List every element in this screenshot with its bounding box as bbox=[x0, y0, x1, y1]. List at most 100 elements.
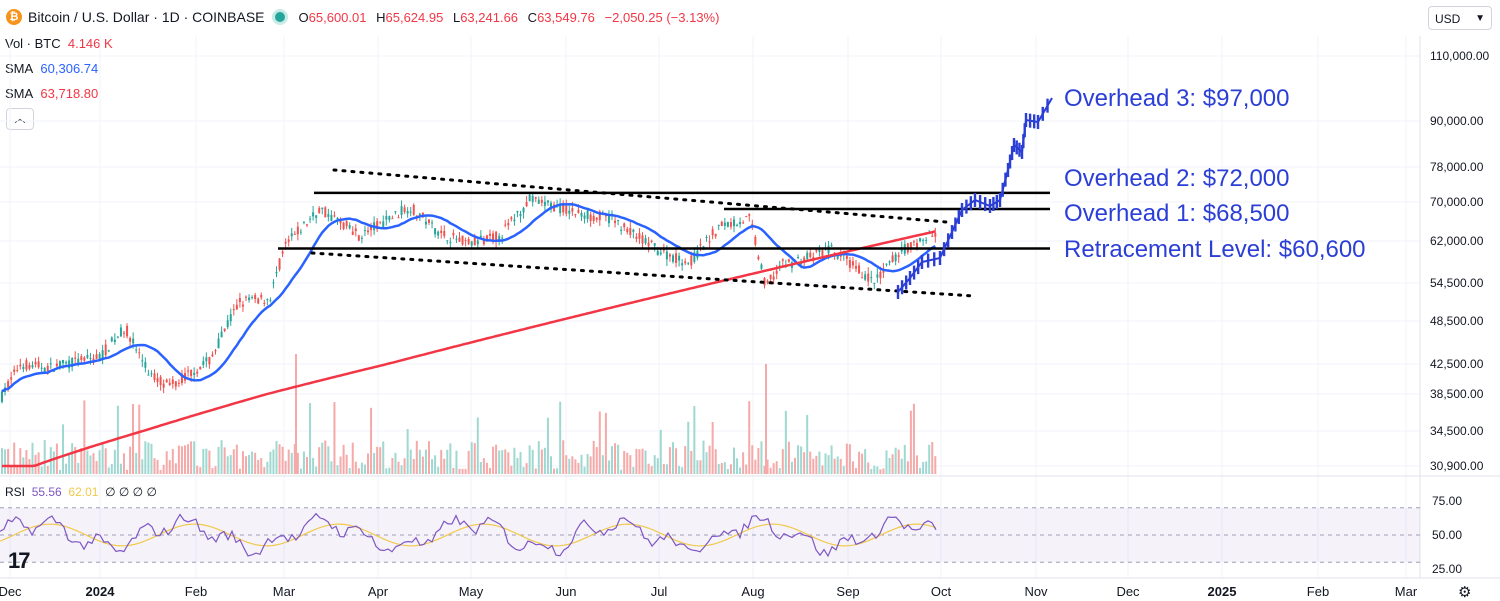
projection-bar bbox=[938, 251, 942, 265]
projection-bar bbox=[960, 203, 964, 217]
candle-body bbox=[650, 240, 653, 242]
candle-body bbox=[534, 196, 537, 199]
candle-body bbox=[223, 328, 226, 332]
candle-body bbox=[302, 221, 305, 223]
chevron-down-icon: ▼ bbox=[1475, 13, 1485, 24]
candle-body bbox=[470, 241, 473, 246]
volume-bar bbox=[107, 467, 110, 474]
projection-bar bbox=[946, 233, 950, 248]
volume-bar bbox=[370, 407, 373, 474]
time-tick-label: Feb bbox=[185, 584, 207, 599]
close-label: C bbox=[527, 9, 538, 25]
volume-bar bbox=[836, 456, 839, 474]
volume-bar bbox=[519, 452, 522, 474]
volume-bar bbox=[25, 450, 28, 474]
volume-bar bbox=[589, 456, 592, 474]
volume-bar bbox=[330, 461, 333, 474]
candle-body bbox=[528, 194, 531, 202]
volume-bar bbox=[290, 452, 293, 474]
candle-body bbox=[174, 381, 177, 387]
candle-body bbox=[177, 382, 180, 384]
open-label: O bbox=[298, 9, 309, 25]
volume-bar bbox=[382, 441, 385, 474]
currency-select[interactable]: USD ▼ bbox=[1428, 6, 1492, 30]
candle-body bbox=[562, 204, 565, 213]
projection-bar bbox=[1024, 113, 1028, 127]
price-tick-label: 90,000.00 bbox=[1430, 114, 1484, 128]
volume-bar bbox=[668, 447, 671, 474]
volume-bar bbox=[351, 442, 354, 474]
candle-body bbox=[851, 261, 854, 266]
volume-bar bbox=[156, 459, 159, 474]
candle-body bbox=[714, 233, 717, 237]
volume-bar bbox=[299, 468, 302, 474]
candle-body bbox=[388, 216, 391, 220]
projection-bar bbox=[1022, 134, 1025, 149]
projection-bar bbox=[920, 255, 924, 269]
candle-body bbox=[919, 237, 922, 242]
volume-bar bbox=[144, 441, 147, 474]
rsi-pane bbox=[0, 507, 1420, 563]
candle-body bbox=[339, 220, 342, 224]
candle-body bbox=[577, 209, 580, 213]
candle-body bbox=[876, 274, 879, 278]
volume-bar bbox=[281, 446, 284, 474]
candle-body bbox=[479, 235, 482, 238]
legend-sma-50[interactable]: SMA 60,306.74 bbox=[5, 61, 98, 76]
candle-body bbox=[912, 241, 915, 243]
candle-body bbox=[391, 218, 394, 220]
candle-body bbox=[80, 356, 83, 360]
candle-body bbox=[281, 251, 284, 254]
volume-bar bbox=[403, 458, 406, 474]
gear-icon[interactable]: ⚙ bbox=[1458, 584, 1472, 601]
volume-bar bbox=[104, 448, 107, 474]
volume-bar bbox=[723, 462, 726, 474]
candle-body bbox=[132, 338, 135, 344]
projection-bar bbox=[1028, 113, 1032, 128]
volume-bar bbox=[68, 455, 71, 474]
projection-bar bbox=[1008, 154, 1012, 169]
annotation-overhead-2: Overhead 2: $72,000 bbox=[1064, 165, 1290, 192]
candle-body bbox=[934, 232, 937, 237]
candle-body bbox=[495, 231, 498, 243]
volume-bar bbox=[781, 449, 784, 474]
volume-bar bbox=[647, 463, 650, 474]
volume-bar bbox=[690, 450, 693, 474]
volume-bar bbox=[77, 462, 80, 474]
volume-bar bbox=[903, 444, 906, 474]
volume-bar bbox=[391, 458, 394, 474]
volume-bar bbox=[296, 452, 299, 474]
rsi-legend[interactable]: RSI 55.56 62.01 ∅ ∅ ∅ ∅ bbox=[5, 485, 157, 499]
candle-body bbox=[845, 255, 848, 259]
volume-bar bbox=[629, 455, 632, 474]
collapse-legend-button[interactable]: ︿ bbox=[6, 108, 34, 130]
candle-body bbox=[321, 207, 324, 210]
legend-volume[interactable]: Vol · BTC 4.146 K bbox=[5, 36, 113, 51]
candle-body bbox=[925, 239, 928, 241]
symbol-title[interactable]: Bitcoin / U.S. Dollar · 1D · COINBASE bbox=[28, 9, 265, 25]
legend-sma-200[interactable]: SMA 63,718.80 bbox=[5, 86, 98, 101]
volume-bar bbox=[623, 450, 626, 474]
volume-bar bbox=[409, 449, 412, 474]
projection-bar bbox=[950, 225, 954, 239]
candle-body bbox=[409, 211, 412, 213]
candle-body bbox=[28, 364, 31, 369]
volume-bar bbox=[733, 447, 735, 474]
candle-body bbox=[156, 378, 159, 382]
volume-bar bbox=[202, 448, 205, 474]
candle-body bbox=[632, 229, 635, 232]
volume-bar bbox=[40, 466, 43, 474]
tradingview-logo[interactable]: 17 bbox=[8, 548, 31, 573]
candle-body bbox=[711, 229, 714, 236]
volume-bar bbox=[251, 451, 254, 474]
volume-bar bbox=[562, 440, 565, 474]
candle-body bbox=[867, 273, 870, 282]
volume-bar bbox=[583, 466, 586, 474]
candle-body bbox=[580, 212, 583, 217]
volume-bar bbox=[263, 467, 266, 474]
volume-bar bbox=[376, 446, 379, 474]
candle-body bbox=[211, 354, 214, 357]
volume-bar bbox=[644, 450, 647, 474]
chart-grid bbox=[0, 36, 1420, 578]
